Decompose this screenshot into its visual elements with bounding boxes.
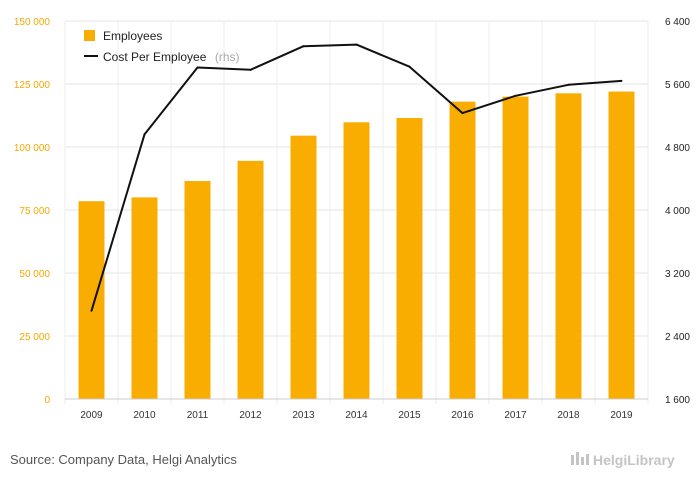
cost-line — [90, 43, 623, 312]
y-left-tick-label: 25 000 — [19, 332, 50, 343]
y-right-tick-label: 3 200 — [665, 269, 690, 280]
point-cost-2013 — [302, 45, 305, 48]
bar-employees-2012 — [237, 160, 264, 399]
legend-label-cost-text: Cost Per Employee — [103, 50, 207, 64]
x-tick-label: 2009 — [80, 410, 103, 421]
bar-employees-2014 — [343, 122, 370, 399]
helgi-logo: HelgiLibrary — [571, 452, 675, 468]
y-right-tick-label: 1 600 — [665, 395, 690, 406]
logo-bar-2 — [576, 452, 579, 465]
x-tick-label: 2018 — [557, 410, 580, 421]
y-right-tick-label: 6 400 — [665, 17, 690, 28]
y-right-tick-label: 4 800 — [665, 143, 690, 154]
logo-bar-4 — [586, 454, 589, 465]
y-right-tick-label: 5 600 — [665, 80, 690, 91]
y-left-tick-label: 0 — [44, 395, 50, 406]
y-left-tick-label: 125 000 — [14, 80, 51, 91]
y-left-tick-label: 50 000 — [19, 269, 50, 280]
point-cost-2018 — [567, 83, 570, 86]
legend: Employees Cost Per Employee (rhs) — [84, 29, 240, 65]
point-cost-2015 — [408, 65, 411, 68]
source-text: Source: Company Data, Helgi Analytics — [10, 452, 237, 467]
bar-employees-2010 — [131, 197, 158, 399]
legend-label-cost: Cost Per Employee (rhs) — [103, 48, 240, 65]
bar-employees-2011 — [184, 181, 211, 399]
x-tick-label: 2019 — [610, 410, 633, 421]
logo-bar-1 — [571, 455, 574, 465]
bar-employees-2009 — [78, 201, 105, 399]
axes: 0 1 600 25 000 2 400 50 000 3 200 75 000 4 000 1… — [14, 17, 691, 421]
x-tick-label: 2011 — [187, 410, 209, 421]
x-tick-label: 2012 — [239, 410, 262, 421]
point-cost-2019 — [620, 79, 623, 82]
y-right-tick-label: 2 400 — [665, 332, 690, 343]
x-tick-label: 2013 — [292, 410, 315, 421]
y-right-tick-label: 4 000 — [665, 206, 690, 217]
legend-swatch-employees — [84, 30, 95, 41]
y-left-tick-label: 100 000 — [14, 143, 51, 154]
bars — [78, 91, 635, 400]
bar-employees-2015 — [396, 118, 423, 400]
legend-label-employees: Employees — [103, 29, 162, 43]
point-cost-2017 — [514, 94, 517, 97]
x-tick-label: 2017 — [504, 410, 527, 421]
footer: Source: Company Data, Helgi Analytics He… — [10, 452, 675, 468]
bar-employees-2013 — [290, 135, 317, 399]
x-tick-label: 2014 — [345, 410, 368, 421]
bar-employees-2019 — [608, 91, 635, 399]
x-tick-label: 2015 — [398, 410, 421, 421]
point-cost-2012 — [249, 68, 252, 71]
point-cost-2016 — [461, 112, 464, 115]
point-cost-2009 — [90, 309, 93, 312]
legend-label-cost-suffix: (rhs) — [215, 50, 240, 64]
brand-text: HelgiLibrary — [593, 452, 675, 468]
x-tick-label: 2010 — [133, 410, 156, 421]
point-cost-2014 — [355, 43, 358, 46]
grid-lines — [64, 20, 649, 404]
logo-bar-3 — [581, 457, 584, 465]
x-tick-label: 2016 — [451, 410, 474, 421]
bar-employees-2017 — [502, 96, 529, 399]
y-left-tick-label: 75 000 — [19, 206, 50, 217]
point-cost-2010 — [143, 133, 146, 136]
bar-employees-2018 — [555, 93, 582, 399]
y-left-tick-label: 150 000 — [14, 17, 51, 28]
point-cost-2011 — [196, 66, 199, 69]
bar-employees-2016 — [449, 101, 476, 399]
